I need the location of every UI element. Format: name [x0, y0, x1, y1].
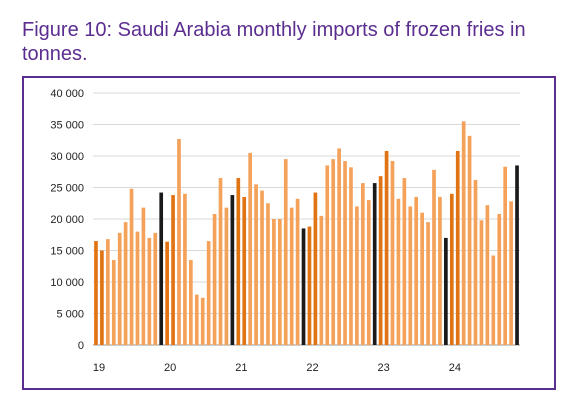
bar — [467, 135, 472, 345]
x-tick-label: 23 — [378, 362, 390, 374]
bar — [147, 237, 152, 345]
bar — [384, 150, 389, 345]
chart-frame — [22, 76, 556, 390]
bar — [283, 159, 288, 345]
x-tick-label: 22 — [306, 362, 318, 374]
x-tick-label: 21 — [235, 362, 247, 374]
bar — [515, 165, 519, 345]
bar — [200, 297, 205, 345]
bar — [438, 196, 442, 345]
bar — [402, 178, 407, 345]
y-tick-label: 10 000 — [50, 277, 84, 289]
bar — [349, 167, 353, 345]
chart-title: Figure 10: Saudi Arabia monthly imports … — [22, 19, 526, 65]
bar — [491, 255, 496, 345]
bar — [242, 196, 247, 345]
bar — [230, 195, 235, 345]
bar — [177, 138, 181, 345]
bar — [497, 213, 502, 345]
bar — [473, 179, 478, 345]
bar — [218, 178, 223, 345]
bar — [111, 259, 116, 345]
bar — [509, 201, 513, 345]
bar — [408, 206, 413, 345]
bar — [159, 192, 164, 345]
bar — [189, 259, 193, 345]
bar — [129, 188, 134, 345]
y-tick-label: 0 — [78, 340, 84, 352]
x-tick-label: 19 — [93, 362, 105, 374]
bar — [449, 193, 454, 345]
bar — [105, 239, 110, 345]
y-tick-label: 30 000 — [50, 151, 84, 163]
bar — [165, 241, 169, 345]
bar — [414, 196, 419, 345]
bar — [378, 176, 383, 345]
bar — [260, 190, 264, 345]
bar — [117, 232, 122, 345]
bar — [295, 198, 300, 345]
bar — [141, 207, 146, 345]
bar — [343, 161, 347, 345]
y-tick-label: 15 000 — [50, 246, 84, 258]
bar — [372, 183, 377, 345]
bar — [313, 192, 318, 345]
bar — [224, 207, 229, 345]
y-tick-label: 25 000 — [50, 183, 84, 195]
bar — [337, 148, 341, 345]
bar — [331, 159, 336, 345]
bar — [361, 183, 365, 345]
bar — [194, 294, 199, 345]
bar — [123, 222, 128, 345]
bar — [479, 220, 484, 345]
bar — [396, 198, 401, 345]
y-tick-label: 5 000 — [56, 309, 84, 321]
bar — [432, 169, 436, 345]
bar — [248, 152, 252, 345]
bar — [355, 206, 359, 345]
bar — [301, 228, 306, 345]
bar — [390, 161, 395, 345]
bar — [254, 184, 258, 345]
bar — [289, 207, 294, 345]
bar — [277, 219, 282, 345]
bar — [153, 232, 158, 345]
bar — [100, 250, 104, 345]
bar — [94, 241, 98, 345]
x-tick-label: 24 — [449, 362, 461, 374]
bar — [212, 213, 217, 345]
bar — [426, 222, 430, 345]
bar — [503, 166, 508, 345]
bar — [236, 178, 241, 345]
y-tick-label: 35 000 — [50, 120, 84, 132]
bar — [444, 237, 448, 345]
bar — [325, 165, 330, 345]
bar — [183, 193, 187, 345]
bar — [171, 195, 175, 345]
bar — [272, 219, 276, 345]
bar — [455, 150, 460, 345]
x-tick-label: 20 — [164, 362, 176, 374]
bar — [366, 200, 371, 345]
y-tick-label: 40 000 — [50, 88, 84, 100]
bar — [307, 226, 312, 345]
bar — [135, 231, 140, 345]
bar — [319, 215, 324, 345]
bar — [206, 241, 211, 345]
bar — [266, 203, 270, 345]
bar — [420, 212, 424, 345]
bar — [485, 205, 490, 345]
bar — [461, 121, 466, 345]
y-tick-label: 20 000 — [50, 214, 84, 226]
